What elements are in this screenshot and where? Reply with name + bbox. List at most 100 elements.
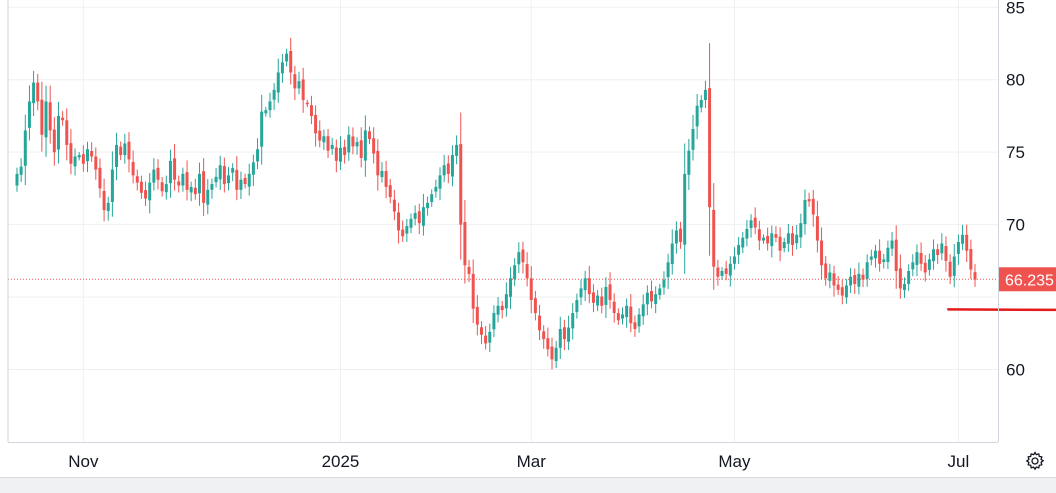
candle-body: [301, 79, 305, 100]
candle-body: [849, 276, 853, 286]
candle: [260, 94, 264, 165]
candle-body: [969, 248, 973, 270]
candle: [123, 133, 127, 164]
candle-body: [314, 115, 318, 134]
candle: [305, 99, 309, 108]
candle: [969, 239, 973, 279]
candle-body: [239, 179, 243, 190]
candle-body: [778, 236, 782, 251]
candle: [276, 58, 280, 103]
candle: [272, 83, 276, 110]
candle-body: [309, 105, 313, 116]
candle: [206, 179, 210, 215]
candle: [732, 247, 736, 270]
candle-body: [637, 314, 641, 327]
candle-body: [351, 136, 355, 147]
candle-body: [152, 169, 156, 183]
candle: [712, 183, 716, 290]
candle: [73, 148, 77, 176]
candle-body: [878, 250, 882, 264]
candle-body: [820, 240, 824, 266]
candle: [836, 275, 840, 295]
candle: [280, 53, 284, 83]
candle: [708, 43, 712, 256]
candle-body: [73, 156, 77, 167]
candle: [231, 163, 235, 182]
candle: [641, 294, 645, 325]
candle: [587, 265, 591, 304]
candle-body: [251, 162, 255, 175]
candle-body: [181, 173, 185, 186]
candle-body: [807, 199, 811, 202]
candle: [728, 256, 732, 287]
candle: [637, 308, 641, 333]
candle-body: [766, 235, 770, 244]
candle-body: [164, 184, 168, 193]
candle: [633, 315, 637, 337]
candle: [164, 175, 168, 200]
candle-body: [952, 256, 956, 276]
candle: [44, 85, 48, 157]
candle-body: [923, 262, 927, 273]
support-line-layer: [947, 308, 1056, 312]
candle-body: [828, 272, 832, 281]
candle: [409, 213, 413, 234]
candle: [795, 225, 799, 250]
candle: [413, 205, 417, 226]
candle: [911, 254, 915, 277]
candle: [658, 283, 662, 300]
candle-body: [206, 189, 210, 205]
candle: [956, 234, 960, 265]
candle: [19, 158, 23, 183]
candle: [616, 308, 620, 325]
candle-body: [401, 229, 405, 237]
candle-body: [202, 171, 206, 203]
candle: [579, 279, 583, 306]
candle-body: [641, 304, 645, 317]
candle: [48, 85, 52, 144]
candle-body: [745, 228, 749, 239]
candle-body: [475, 306, 479, 325]
candle: [384, 160, 388, 199]
candle-body: [280, 62, 284, 74]
candle-body: [562, 327, 566, 340]
candle: [882, 253, 886, 269]
settings-button[interactable]: [1022, 449, 1048, 473]
candle-body: [450, 155, 454, 177]
candle-body: [720, 270, 724, 276]
candle-body: [467, 266, 471, 274]
candle-body: [753, 217, 757, 228]
candle-body: [36, 82, 40, 102]
candle-body: [417, 211, 421, 224]
candle: [256, 138, 260, 170]
candle: [297, 71, 301, 95]
candle-body: [770, 233, 774, 247]
candle-body: [732, 256, 736, 264]
candle-body: [405, 226, 409, 234]
candle: [127, 132, 131, 173]
candle-body: [815, 216, 819, 241]
candle: [455, 135, 459, 165]
candle-body: [944, 246, 948, 261]
candle: [467, 260, 471, 282]
candle-body: [757, 229, 761, 241]
candle-body: [247, 173, 251, 187]
candle: [227, 166, 230, 191]
candle-body: [683, 173, 687, 245]
candle-body: [670, 243, 674, 265]
candle: [388, 178, 392, 204]
candle: [450, 145, 454, 187]
candle-body: [608, 284, 612, 300]
x-tick-label: Jul: [948, 452, 970, 471]
candle-body: [716, 267, 720, 277]
candle-body: [372, 138, 376, 154]
candle: [828, 263, 832, 289]
candle-body: [380, 171, 384, 178]
candle: [778, 227, 782, 262]
candle-body: [459, 144, 463, 225]
candle-body: [699, 99, 703, 108]
candle: [471, 259, 475, 324]
candle-body: [260, 111, 264, 147]
candle-body: [272, 89, 276, 100]
candle: [591, 284, 595, 313]
